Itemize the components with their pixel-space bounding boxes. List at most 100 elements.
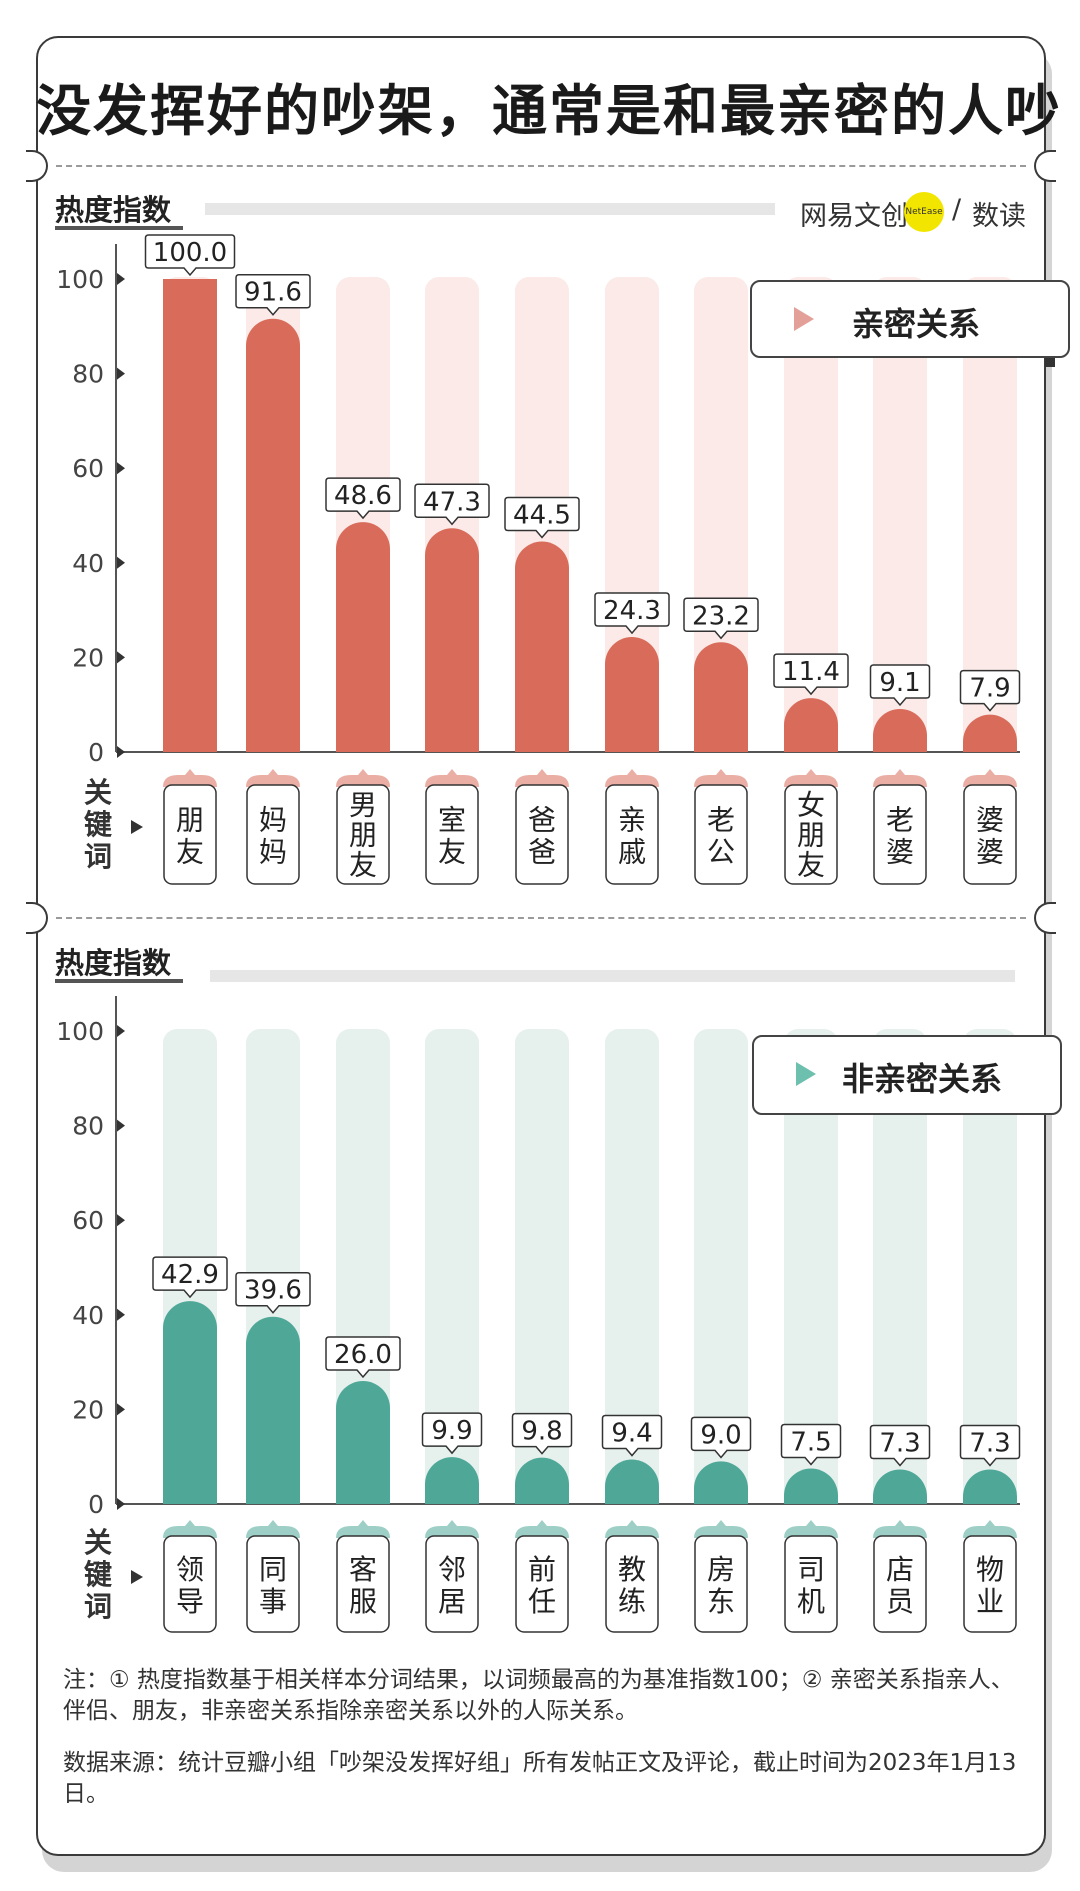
category-label: 事	[259, 1585, 287, 1618]
value-label-box	[780, 1423, 842, 1466]
keyword-box	[605, 784, 659, 885]
data-label: 26.0	[334, 1340, 392, 1370]
keyword-box	[694, 1535, 748, 1633]
keyword-box	[963, 784, 1017, 885]
bar-track	[605, 1029, 659, 1504]
y-tick-marker	[117, 273, 125, 285]
data-label: 24.3	[603, 596, 661, 626]
middle-divider	[56, 917, 1026, 919]
keyword-cap	[784, 769, 838, 787]
value-label-box	[690, 1416, 752, 1459]
chart-2: 0 20 40 60 80 100 关键词 42.9 领导 39.6 同事 26.0 客服 9.9 邻居 9.…	[56, 996, 1021, 1633]
keyword-cap	[425, 769, 479, 787]
data-label: 9.4	[611, 1419, 652, 1449]
category-label: 朋	[797, 819, 825, 852]
keyword-box	[784, 1535, 838, 1633]
category-label: 东	[707, 1585, 735, 1618]
value-label-box	[511, 1412, 573, 1455]
bar	[963, 714, 1017, 752]
data-label: 48.6	[334, 481, 392, 511]
keyword-box	[425, 1535, 479, 1633]
data-label: 9.0	[700, 1420, 741, 1450]
y-tick-label: 0	[88, 738, 104, 767]
y-tick-marker	[117, 1498, 125, 1510]
category-label: 妈	[259, 804, 287, 837]
category-label: 老	[886, 804, 914, 837]
top-divider	[56, 165, 1026, 167]
data-label: 7.9	[969, 674, 1010, 704]
panel-2-header-bar	[210, 970, 1015, 982]
bar	[515, 541, 569, 752]
category-label: 婆	[886, 836, 914, 869]
value-label-box	[235, 1271, 311, 1314]
legend-non-intimate: 非亲密关系	[752, 1035, 1062, 1115]
bar-track	[873, 1029, 927, 1504]
keyword-box	[515, 784, 569, 885]
category-label: 朋	[176, 804, 204, 837]
legend-non-intimate-label: 非亲密关系	[842, 1060, 1003, 1098]
keyword-box	[694, 784, 748, 885]
data-label: 9.8	[521, 1417, 562, 1447]
bar-track	[694, 277, 748, 752]
category-label: 爸	[528, 836, 556, 869]
value-label-box	[869, 1424, 931, 1467]
value-label-box	[414, 483, 490, 526]
value-label-box	[152, 1256, 228, 1299]
data-label: 91.6	[244, 278, 302, 308]
legend-intimate: 亲密关系	[750, 280, 1070, 358]
keyword-axis-label: 词	[84, 1590, 112, 1623]
keyword-box	[163, 784, 217, 885]
keyword-cap	[246, 1520, 300, 1538]
legend-intimate-label: 亲密关系	[852, 305, 981, 343]
category-label: 店	[886, 1553, 914, 1586]
data-label: 42.9	[161, 1260, 219, 1290]
bar	[163, 1301, 217, 1504]
category-label: 室	[438, 804, 466, 837]
bar	[694, 1461, 748, 1504]
bar	[963, 1469, 1017, 1504]
keyword-box	[873, 784, 927, 885]
y-tick-label: 80	[72, 360, 104, 389]
bar	[784, 698, 838, 752]
panel-2-label: 热度指数	[55, 946, 172, 980]
category-label: 机	[797, 1585, 825, 1618]
category-label: 业	[976, 1585, 1004, 1618]
divider-notch-left	[26, 150, 48, 182]
y-tick-label: 60	[72, 1206, 104, 1235]
keyword-axis-label: 词	[84, 840, 112, 873]
keyword-box	[163, 1535, 217, 1633]
category-label: 房	[707, 1553, 735, 1586]
keyword-axis-label: 键	[84, 1558, 112, 1591]
bar	[873, 708, 927, 752]
category-label: 领	[176, 1553, 204, 1586]
footnote: 注：① 热度指数基于相关样本分词结果，以词频最高的为基准指数100；② 亲密关系…	[63, 1667, 1014, 1724]
value-label-box	[235, 273, 311, 316]
y-tick-label: 80	[72, 1112, 104, 1141]
bar	[605, 1459, 659, 1504]
brand-name: 网易文创	[800, 201, 908, 232]
keyword-arrow-icon	[131, 1570, 143, 1584]
value-label-box	[773, 653, 849, 696]
category-label: 妈	[259, 836, 287, 869]
category-label: 物	[976, 1553, 1004, 1586]
panel-2-label-underline	[55, 979, 183, 983]
category-label: 爸	[528, 804, 556, 837]
bar-track	[605, 277, 659, 752]
keyword-cap	[515, 769, 569, 787]
value-label-box	[144, 234, 236, 277]
y-tick-label: 100	[56, 1017, 104, 1046]
value-label-box	[421, 1412, 483, 1455]
y-tick-marker	[117, 1403, 125, 1416]
category-label: 员	[886, 1585, 914, 1618]
bar-track	[784, 1029, 838, 1504]
keyword-cap	[963, 769, 1017, 787]
data-label: 7.3	[879, 1428, 920, 1458]
data-label: 11.4	[782, 657, 840, 687]
keyword-cap	[336, 769, 390, 787]
keyword-cap	[246, 769, 300, 787]
keyword-box	[336, 1535, 390, 1633]
category-label: 友	[349, 849, 377, 882]
bar	[425, 1457, 479, 1504]
keyword-cap	[605, 769, 659, 787]
bar	[246, 318, 300, 752]
